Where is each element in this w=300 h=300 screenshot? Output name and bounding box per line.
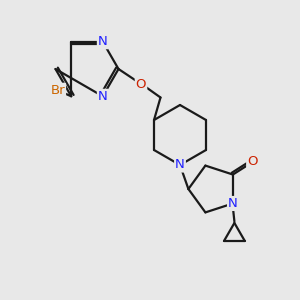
- Text: Br: Br: [50, 84, 65, 97]
- Text: N: N: [228, 197, 238, 210]
- Text: N: N: [98, 35, 108, 48]
- Text: N: N: [98, 90, 108, 103]
- Text: O: O: [136, 77, 146, 91]
- Text: N: N: [175, 158, 185, 172]
- Text: O: O: [247, 154, 258, 167]
